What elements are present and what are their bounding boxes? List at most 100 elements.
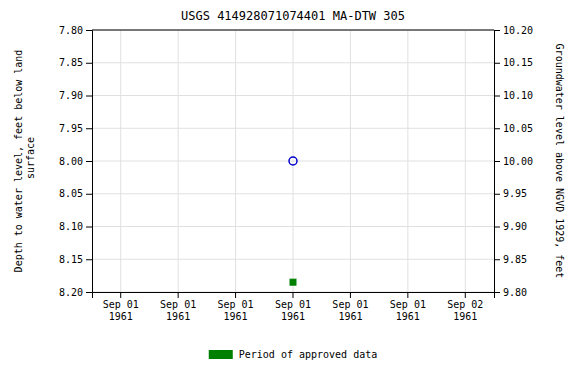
y-tick: 8.20 xyxy=(59,287,92,298)
tick-label: 10.05 xyxy=(503,123,533,134)
x-tick: Sep 011961 xyxy=(218,292,254,322)
legend-item: Period of approved data xyxy=(209,349,377,360)
y-tick: 9.95 xyxy=(494,188,527,199)
y-tick: 7.90 xyxy=(59,90,92,101)
point xyxy=(290,279,296,285)
tick-mark xyxy=(86,128,92,129)
tick-label: 10.00 xyxy=(503,156,533,167)
tick-label: 8.20 xyxy=(59,287,83,298)
tick-mark xyxy=(86,96,92,97)
legend: Period of approved data xyxy=(209,349,377,360)
y-tick: 10.15 xyxy=(494,57,533,68)
tick-label: 9.80 xyxy=(503,287,527,298)
tick-mark xyxy=(86,161,92,162)
y-tick: 7.80 xyxy=(59,25,92,36)
chart: Sep 011961 Sep 011961 Sep 011961 Sep 011961… xyxy=(0,0,576,384)
tick-mark xyxy=(178,292,179,298)
y-tick: 10.10 xyxy=(494,90,533,101)
axis-line xyxy=(495,31,501,293)
tick-mark xyxy=(120,292,121,298)
tick-mark xyxy=(494,292,500,293)
tick-label: 8.05 xyxy=(59,188,83,199)
grid-line xyxy=(350,30,351,292)
grid-line xyxy=(178,30,179,292)
point xyxy=(289,157,297,165)
grid-line xyxy=(235,30,236,292)
tick-mark xyxy=(86,227,92,228)
tick-label: 10.15 xyxy=(503,57,533,68)
legend-swatch xyxy=(209,350,233,359)
tick-label: 8.10 xyxy=(59,221,83,232)
tick-label: Sep 011961 xyxy=(160,299,196,322)
tick-label: 7.95 xyxy=(59,123,83,134)
x-tick: Sep 011961 xyxy=(275,292,311,322)
plot: Sep 011961 Sep 011961 Sep 011961 Sep 011961… xyxy=(59,25,533,322)
tick-label: Sep 021961 xyxy=(447,299,483,322)
grid-line xyxy=(407,30,408,292)
tick-mark xyxy=(350,292,351,298)
y-tick: 9.80 xyxy=(494,287,527,298)
grid-line xyxy=(293,30,294,292)
y-tick: 8.10 xyxy=(59,221,92,232)
x-tick: Sep 021961 xyxy=(447,292,483,322)
axis-line xyxy=(93,293,495,299)
tick-label: Sep 011961 xyxy=(218,299,254,322)
title: USGS 414928071074401 MA-DTW 305 xyxy=(181,9,405,23)
x-tick: Sep 011961 xyxy=(103,292,139,322)
x-tick: Sep 011961 xyxy=(332,292,368,322)
tick-label: 9.85 xyxy=(503,254,527,265)
tick-label: 8.15 xyxy=(59,254,83,265)
y-tick: 8.00 xyxy=(59,156,92,167)
tick-mark xyxy=(86,30,92,31)
tick-mark xyxy=(465,292,466,298)
y-tick: 7.95 xyxy=(59,123,92,134)
tick-label: 8.00 xyxy=(59,156,83,167)
marks xyxy=(289,157,297,285)
grid xyxy=(92,30,494,292)
y-tick: 10.20 xyxy=(494,25,533,36)
tick-mark xyxy=(494,161,500,162)
y-tick: 10.05 xyxy=(494,123,533,134)
y-tick: 10.00 xyxy=(494,156,533,167)
tick-mark xyxy=(494,259,500,260)
grid-line xyxy=(465,30,466,292)
y-axis-title: Depth to water level, feet below land su… xyxy=(13,50,36,273)
tick-mark xyxy=(494,227,500,228)
y-tick: 9.85 xyxy=(494,254,527,265)
tick-label: 10.10 xyxy=(503,90,533,101)
axis-line xyxy=(86,31,93,293)
y-tick: 9.90 xyxy=(494,221,527,232)
y2-axis-title: Groundwater level above NGVD 1929, feet xyxy=(554,44,565,279)
tick-label: 9.95 xyxy=(503,188,527,199)
tick-label: 7.90 xyxy=(59,90,83,101)
frame xyxy=(92,30,494,31)
tick-mark xyxy=(494,194,500,195)
tick-label: Sep 011961 xyxy=(332,299,368,322)
tick-mark xyxy=(86,292,92,293)
tick-mark xyxy=(235,292,236,298)
grid-line xyxy=(92,30,494,31)
tick-label: 7.85 xyxy=(59,57,83,68)
tick-label: 10.20 xyxy=(503,25,533,36)
tick-mark xyxy=(494,63,500,64)
tick-label: Sep 011961 xyxy=(103,299,139,322)
tick-label: 7.80 xyxy=(59,25,83,36)
tick-mark xyxy=(494,96,500,97)
x-tick: Sep 011961 xyxy=(160,292,196,322)
legend-label: Period of approved data xyxy=(239,349,377,360)
tick-label: Sep 011961 xyxy=(390,299,426,322)
tick-mark xyxy=(86,259,92,260)
y-tick: 8.15 xyxy=(59,254,92,265)
tick-mark xyxy=(494,30,500,31)
x-axis: Sep 011961 Sep 011961 Sep 011961 Sep 011961… xyxy=(93,292,495,322)
tick-mark xyxy=(293,292,294,298)
tick-mark xyxy=(407,292,408,298)
x-tick: Sep 011961 xyxy=(390,292,426,322)
tick-mark xyxy=(86,194,92,195)
tick-label: 9.90 xyxy=(503,221,527,232)
y-axis: 7.80 7.85 7.90 7.95 8.00 8.05 8.10 8.15 8.20 xyxy=(59,25,93,298)
tick-mark xyxy=(86,63,92,64)
grid-line xyxy=(120,30,121,292)
y-tick: 8.05 xyxy=(59,188,92,199)
tick-mark xyxy=(494,128,500,129)
